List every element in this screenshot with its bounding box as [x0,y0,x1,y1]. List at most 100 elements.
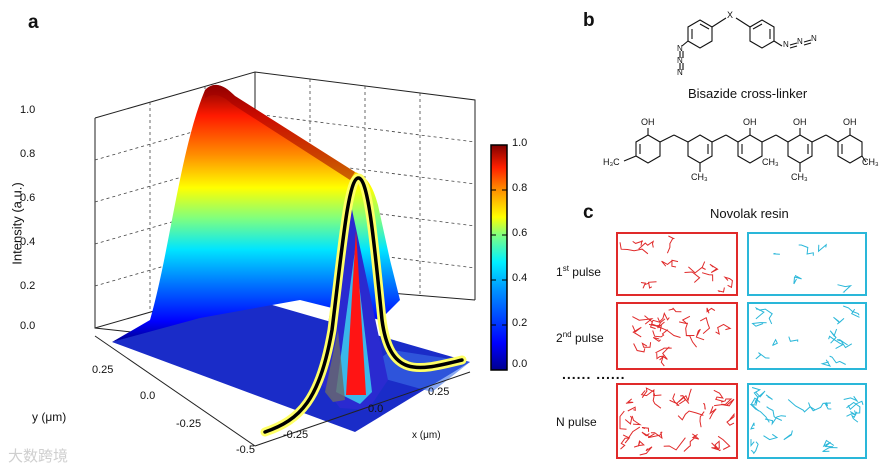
colorbar-tick: 0.8 [512,182,528,194]
crosslink-strand [620,437,631,450]
resin-caption: Novolak resin [710,206,789,221]
crosslinker-caption: Bisazide cross-linker [688,86,808,101]
novolak-structure [623,128,867,172]
crosslink-strand [772,338,778,346]
crosslink-strand [641,387,654,398]
crosslink-strand [836,339,853,349]
crosslink-strand [633,343,646,353]
crosslink-strand [846,411,857,417]
y-axis-label: y (μm) [32,410,67,424]
crosslink-strand [703,403,706,410]
crosslink-strand [619,242,649,255]
crosslink-strand [685,322,695,336]
pulse-label-1: 1st pulse [556,264,601,279]
y-tick: -0.25 [176,418,202,430]
crosslink-strand [666,235,676,254]
crosslink-strand [750,397,761,412]
bisazide-structure [679,17,812,70]
crosslink-strand [822,439,835,448]
crosslink-strand [699,411,705,428]
crosslink-strand [668,307,682,313]
watermark: 大数跨境 [8,447,69,465]
crosslink-strand [648,323,681,338]
colorbar-tick: 0.0 [512,358,528,370]
z-tick: 0.2 [20,280,36,292]
atom-ch3: CH₃ [762,157,779,167]
x-axis-label: x (μm) [412,430,441,441]
crosslink-strand [713,389,724,402]
crosslink-strand [649,319,661,330]
crosslink-strand [750,422,755,430]
crosslink-strand [808,402,831,412]
crosslink-strand [763,433,779,441]
crosslink-strand [644,315,662,332]
crosslink-strand [657,318,666,329]
atom-n: N [677,56,683,65]
crosslink-strand [641,427,650,432]
ridge-crest [205,84,355,180]
crosslink-strand [764,415,787,426]
crosslink-networks [619,235,864,456]
surface-floor [112,300,470,432]
crosslink-strand [627,406,636,412]
cross-section-slice [318,200,388,410]
crosslink-strand [677,410,704,421]
crosslink-strand [754,390,766,405]
crosslink-strand [850,411,859,423]
colorbar-tick: 0.6 [512,227,528,239]
crosslink-strand [701,272,714,282]
crosslink-strand [656,353,666,361]
colorbar [490,144,508,371]
crosslink-strand [709,406,717,420]
atom-oh: OH [843,117,857,127]
x-tick: 0.25 [428,386,450,398]
plot-front-edges [94,335,471,447]
crosslink-strand [631,415,642,426]
pulse-label-2: 2nd pulse [556,330,604,345]
crosslink-strand [829,355,846,365]
crosslink-strand [824,402,832,410]
colorbar-tick: 0.4 [512,272,528,284]
atom-ch3: CH₃ [691,172,708,182]
crosslink-strand [678,315,691,325]
crosslink-strand [715,323,732,336]
box-blue-pulse-1 [747,232,867,296]
crosslink-strand [688,261,706,274]
crosslink-strand [847,400,864,410]
panel-letter-a: a [28,12,39,33]
crosslink-strand [660,346,670,367]
x-tick: -0.25 [283,429,309,441]
z-tick: 0.0 [20,320,36,332]
pulse-ellipsis: ...... ...... [562,366,626,382]
y-tick: 0.25 [92,364,114,376]
crosslink-strand [652,393,662,409]
crosslink-strand [639,446,653,456]
crosslink-strand [793,274,802,285]
box-blue-pulse-2 [747,302,867,370]
crosslink-strand [846,401,861,414]
crosslink-strand [619,410,627,430]
crosslink-strand [669,396,690,405]
crosslink-strand [717,435,731,450]
crosslink-strand [758,308,773,325]
crosslink-strand [822,446,838,452]
crosslink-strand [652,329,669,338]
crosslink-strand [788,336,799,342]
atom-h3c: H₃C [603,157,620,167]
crosslink-strand [714,398,735,407]
atom-ch3: CH₃ [862,157,879,167]
crosslink-strand [650,431,663,440]
crosslink-strand [765,394,773,401]
colorbar-tick: 0.2 [512,317,528,329]
crosslink-strand [641,342,652,348]
crosslink-strand [678,388,692,403]
crosslink-strand [633,440,645,448]
crosslink-strand [755,352,770,360]
crosslink-strand [843,305,860,316]
box-red-pulse-2 [616,302,738,370]
crosslink-strand [783,430,793,441]
crosslink-strand [695,328,705,341]
z-tick: 0.8 [20,148,36,160]
crosslink-strand [717,287,725,293]
